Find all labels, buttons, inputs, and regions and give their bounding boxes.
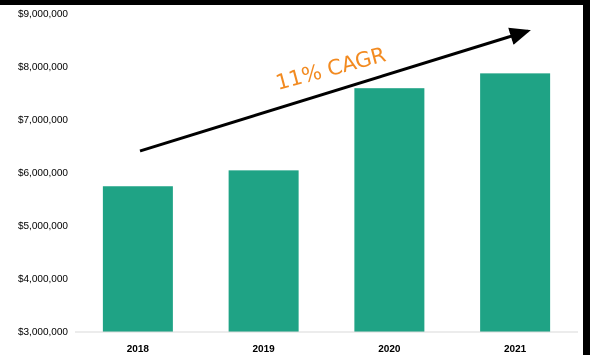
y-tick-label: $3,000,000 bbox=[18, 327, 68, 338]
y-axis-labels: $3,000,000 $4,000,000 $5,000,000 $6,000,000… bbox=[18, 9, 68, 338]
cagr-annotation: 11% CAGR bbox=[273, 42, 388, 94]
y-tick-label: $4,000,000 bbox=[18, 274, 68, 285]
bar-2021 bbox=[480, 73, 551, 333]
cagr-arrow bbox=[139, 27, 531, 153]
y-tick-label: $6,000,000 bbox=[18, 168, 68, 179]
x-axis-labels: 2018 2019 2020 2021 bbox=[127, 344, 527, 355]
x-tick-label: 2019 bbox=[253, 344, 276, 355]
y-tick-label: $8,000,000 bbox=[18, 62, 68, 73]
x-tick-label: 2021 bbox=[504, 344, 527, 355]
y-tick-label: $5,000,000 bbox=[18, 221, 68, 232]
bar-2019 bbox=[228, 170, 299, 332]
bar-2020 bbox=[354, 88, 425, 332]
y-tick-label: $7,000,000 bbox=[18, 115, 68, 126]
x-tick-label: 2020 bbox=[378, 344, 401, 355]
bars bbox=[102, 73, 551, 333]
y-tick-label: $9,000,000 bbox=[18, 9, 68, 20]
x-tick-label: 2018 bbox=[127, 344, 150, 355]
bar-2018 bbox=[102, 186, 173, 332]
